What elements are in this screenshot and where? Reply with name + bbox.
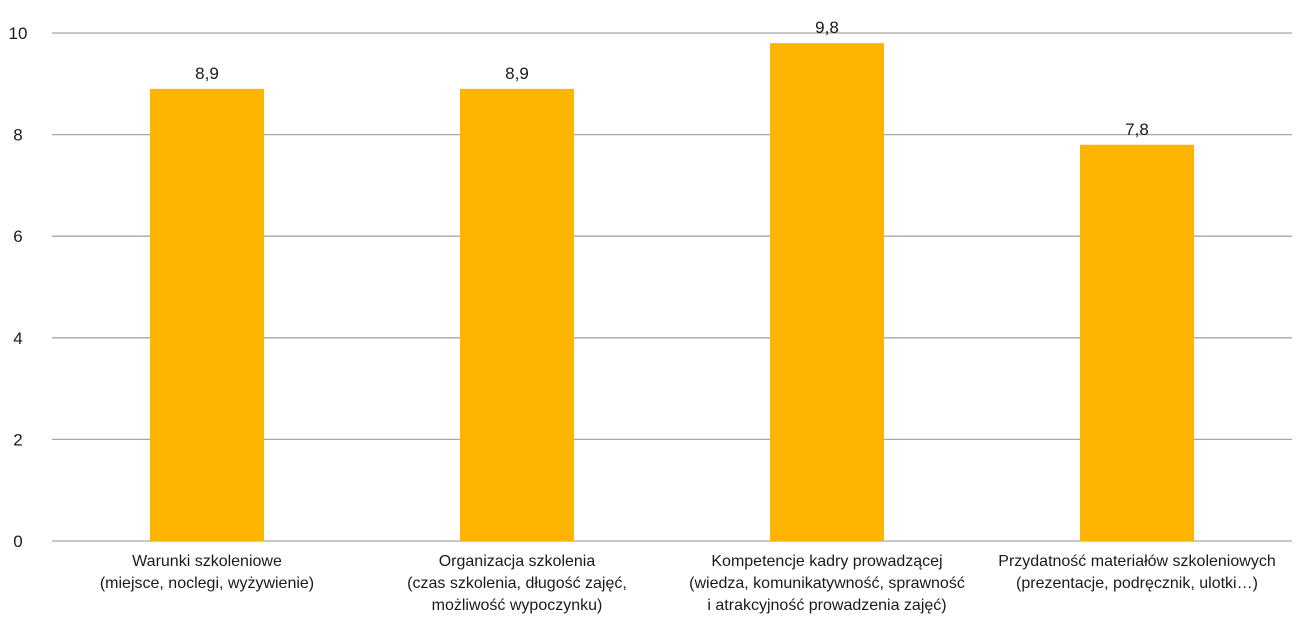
y-tick-label-2: 2 bbox=[13, 430, 22, 449]
category-label-1: Warunki szkoleniowe (miejsce, noclegi, wy… bbox=[100, 553, 314, 592]
y-tick-label-8: 8 bbox=[13, 126, 22, 145]
category-label-4-line-1: Przydatność materiałów szkoleniowych bbox=[998, 553, 1275, 570]
y-tick-label-6: 6 bbox=[13, 227, 22, 246]
category-label-3-line-1: Kompetencje kadry prowadzącej bbox=[711, 553, 942, 570]
y-tick-label-4: 4 bbox=[13, 329, 22, 348]
category-label-2-line-2: (czas szkolenia, długość zajęć, bbox=[407, 575, 627, 592]
category-label-3: Kompetencje kadry prowadzącej (wiedza, ko… bbox=[689, 553, 965, 614]
y-axis-ticks: 0 2 4 6 8 10 bbox=[9, 24, 28, 551]
x-axis-categories: Warunki szkoleniowe (miejsce, noclegi, wy… bbox=[100, 553, 1276, 614]
category-label-2: Organizacja szkolenia (czas szkolenia, dł… bbox=[407, 553, 627, 614]
data-label-4: 7,8 bbox=[1125, 120, 1149, 139]
category-label-3-line-3: i atrakcyjność prowadzenia zajęć) bbox=[707, 597, 946, 614]
category-label-2-line-1: Organizacja szkolenia bbox=[439, 553, 596, 570]
category-label-2-line-3: możliwość wypoczynku) bbox=[432, 597, 603, 614]
category-label-4-line-2: (prezentacje, podręcznik, ulotki…) bbox=[1016, 575, 1258, 592]
y-tick-label-10: 10 bbox=[9, 24, 28, 43]
bar-3 bbox=[770, 43, 884, 541]
y-tick-label-0: 0 bbox=[13, 532, 22, 551]
bar-1 bbox=[150, 88, 264, 541]
data-label-1: 8,9 bbox=[195, 64, 219, 83]
bars bbox=[150, 43, 1194, 541]
bar-4 bbox=[1080, 144, 1194, 541]
category-label-3-line-2: (wiedza, komunikatywność, sprawność bbox=[689, 575, 965, 592]
category-label-1-line-2: (miejsce, noclegi, wyżywienie) bbox=[100, 575, 314, 592]
data-label-3: 9,8 bbox=[815, 18, 839, 37]
category-label-1-line-1: Warunki szkoleniowe bbox=[132, 553, 282, 570]
category-label-4: Przydatność materiałów szkoleniowych (pre… bbox=[998, 553, 1275, 592]
data-labels: 8,9 8,9 9,8 7,8 bbox=[195, 18, 1149, 139]
bar-2 bbox=[460, 88, 574, 541]
data-label-2: 8,9 bbox=[505, 64, 529, 83]
